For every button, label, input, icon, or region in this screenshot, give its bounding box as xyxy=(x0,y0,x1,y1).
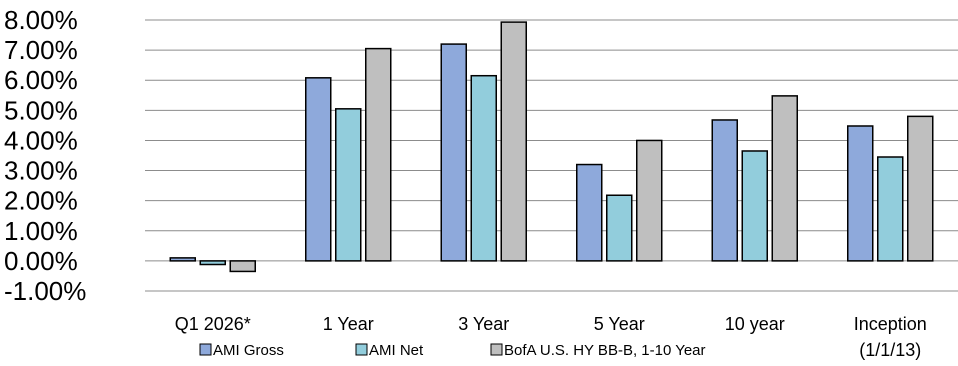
bar xyxy=(877,156,904,262)
y-tick-label: 3.00% xyxy=(4,156,78,186)
y-tick-label: 5.00% xyxy=(4,95,78,125)
legend-label: BofA U.S. HY BB-B, 1-10 Year xyxy=(504,342,706,359)
legend-label: AMI Gross xyxy=(213,342,284,359)
y-tick-label: 7.00% xyxy=(4,35,78,65)
x-tick-label: 10 year xyxy=(725,314,785,334)
bar xyxy=(576,163,603,262)
x-tick-label: Inception xyxy=(854,314,927,334)
bar xyxy=(365,47,392,262)
bar xyxy=(847,125,874,262)
y-tick-label: -1.00% xyxy=(4,276,86,306)
bar xyxy=(440,43,467,262)
bar xyxy=(229,260,256,273)
bar xyxy=(470,74,497,262)
legend-swatch xyxy=(355,343,368,356)
bar xyxy=(335,108,362,262)
bar xyxy=(500,21,527,262)
x-tick-label: (1/1/13) xyxy=(859,340,921,360)
bar xyxy=(169,257,196,262)
x-tick-label: 3 Year xyxy=(458,314,509,334)
gridlines xyxy=(145,19,958,292)
y-tick-label: 8.00% xyxy=(4,5,78,35)
x-axis-ticks: Q1 2026* 1 Year 3 Year 5 Year 10 year Incepti… xyxy=(175,314,927,360)
bar xyxy=(771,95,798,262)
bar xyxy=(199,260,226,266)
y-axis-ticks: 8.00%7.00%6.00%5.00%4.00%3.00%2.00%1.00%… xyxy=(4,5,86,306)
legend-label: AMI Net xyxy=(369,342,424,359)
bar xyxy=(305,77,332,262)
bar xyxy=(907,115,934,262)
bar xyxy=(711,119,738,262)
y-tick-label: 0.00% xyxy=(4,246,78,276)
bar xyxy=(636,139,663,262)
y-tick-label: 6.00% xyxy=(4,65,78,95)
bars xyxy=(169,21,934,273)
x-tick-label: 1 Year xyxy=(323,314,374,334)
bar xyxy=(741,150,768,262)
y-tick-label: 2.00% xyxy=(4,186,78,216)
y-tick-label: 1.00% xyxy=(4,216,78,246)
y-tick-label: 4.00% xyxy=(4,125,78,155)
legend-swatch xyxy=(199,343,212,356)
legend: AMI Gross AMI Net BofA U.S. HY BB-B, 1-10 … xyxy=(199,342,706,359)
x-tick-label: 5 Year xyxy=(594,314,645,334)
legend-swatch xyxy=(490,343,503,356)
x-tick-label: Q1 2026* xyxy=(175,314,251,334)
bar xyxy=(606,194,633,262)
